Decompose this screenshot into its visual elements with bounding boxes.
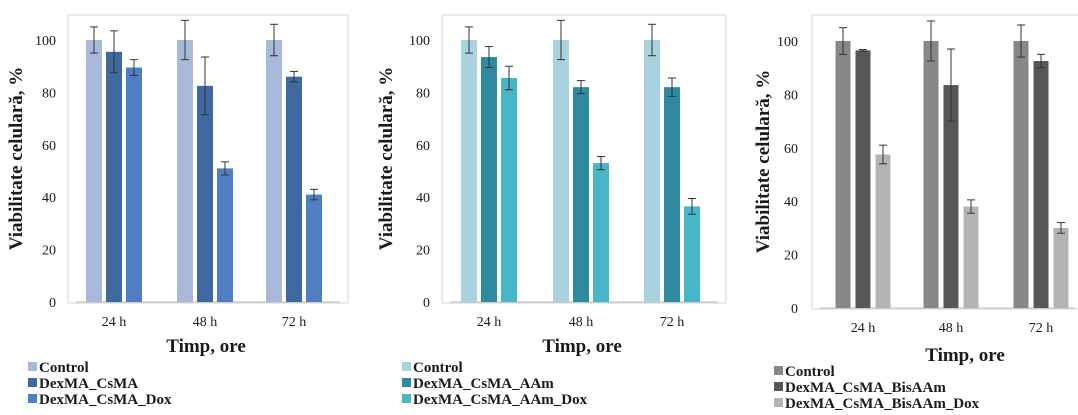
bar <box>197 85 213 302</box>
y-tick-label: 80 <box>416 86 430 101</box>
x-tick-label: 48 h <box>193 315 218 330</box>
legend-swatch <box>774 366 783 375</box>
legend-swatch <box>402 362 411 371</box>
bar <box>1053 227 1069 308</box>
bar <box>217 168 233 302</box>
x-tick-label: 48 h <box>939 321 964 336</box>
bar <box>86 40 102 302</box>
x-tick-label: 24 h <box>477 315 502 330</box>
bar <box>644 40 660 302</box>
x-tick-label: 24 h <box>102 315 127 330</box>
y-tick-label: 60 <box>784 142 798 157</box>
bar <box>943 85 959 309</box>
y-tick-label: 0 <box>791 302 798 317</box>
legend-label: DexMA_CsMA <box>39 376 138 392</box>
legend-label: DexMA_CsMA_AAm_Dox <box>413 392 588 408</box>
legend-label: DexMA_CsMA_AAm <box>413 376 554 392</box>
y-axis-title: Viabilitate celulară, % <box>753 70 774 253</box>
legend-swatch <box>774 382 783 391</box>
y-tick-label: 0 <box>423 296 430 311</box>
bar <box>1013 41 1029 308</box>
x-tick-label: 24 h <box>851 321 876 336</box>
bar <box>177 40 193 302</box>
legend-label: Control <box>413 360 463 376</box>
bar <box>461 40 477 302</box>
bar <box>553 40 569 302</box>
y-tick-label: 40 <box>416 191 430 206</box>
x-axis-title: Timp, ore <box>542 336 622 357</box>
x-tick-label: 72 h <box>660 315 685 330</box>
bar <box>286 76 302 303</box>
y-tick-label: 100 <box>35 34 56 49</box>
cropped-caption-strip <box>0 0 1078 6</box>
bar <box>923 41 939 308</box>
y-tick-label: 80 <box>784 88 798 103</box>
x-tick-label: 48 h <box>569 315 594 330</box>
y-tick-label: 80 <box>42 86 56 101</box>
bar <box>481 57 497 302</box>
y-tick-label: 20 <box>42 244 56 259</box>
y-axis-title: Viabilitate celulară, % <box>376 67 397 250</box>
bar <box>501 77 517 303</box>
legend-swatch <box>402 378 411 387</box>
legend-swatch <box>28 378 37 387</box>
legend-label: Control <box>39 360 89 376</box>
y-tick-label: 20 <box>416 244 430 259</box>
y-tick-label: 0 <box>49 296 56 311</box>
bar <box>684 206 700 302</box>
bar <box>875 154 891 308</box>
y-tick-label: 40 <box>784 195 798 210</box>
y-tick-label: 20 <box>784 249 798 264</box>
x-tick-label: 72 h <box>282 315 307 330</box>
legend-label: Control <box>785 364 835 380</box>
bar <box>266 40 282 302</box>
bar <box>835 41 851 308</box>
legend-label: DexMA_CsMA_Dox <box>39 392 172 408</box>
y-tick-label: 100 <box>409 34 430 49</box>
bar <box>664 87 680 302</box>
x-axis-title: Timp, ore <box>166 336 246 357</box>
bar <box>963 206 979 308</box>
x-tick-label: 72 h <box>1029 321 1054 336</box>
x-axis-title: Timp, ore <box>925 345 1005 366</box>
y-tick-label: 60 <box>416 139 430 154</box>
bar <box>855 50 871 308</box>
bar <box>573 87 589 302</box>
legend-swatch <box>402 394 411 403</box>
bar <box>106 51 122 302</box>
y-tick-label: 40 <box>42 191 56 206</box>
bar <box>593 163 609 302</box>
legend-label: DexMA_CsMA_BisAAm <box>785 380 946 396</box>
y-tick-label: 60 <box>42 139 56 154</box>
legend-swatch <box>28 394 37 403</box>
legend-swatch <box>28 362 37 371</box>
y-tick-label: 100 <box>777 35 798 50</box>
bar <box>306 194 322 302</box>
legend-swatch <box>774 398 783 407</box>
legend-label: DexMA_CsMA_BisAAm_Dox <box>785 396 980 412</box>
bar <box>1033 61 1049 309</box>
bar <box>126 67 142 302</box>
y-axis-title: Viabilitate celulară, % <box>6 67 27 250</box>
